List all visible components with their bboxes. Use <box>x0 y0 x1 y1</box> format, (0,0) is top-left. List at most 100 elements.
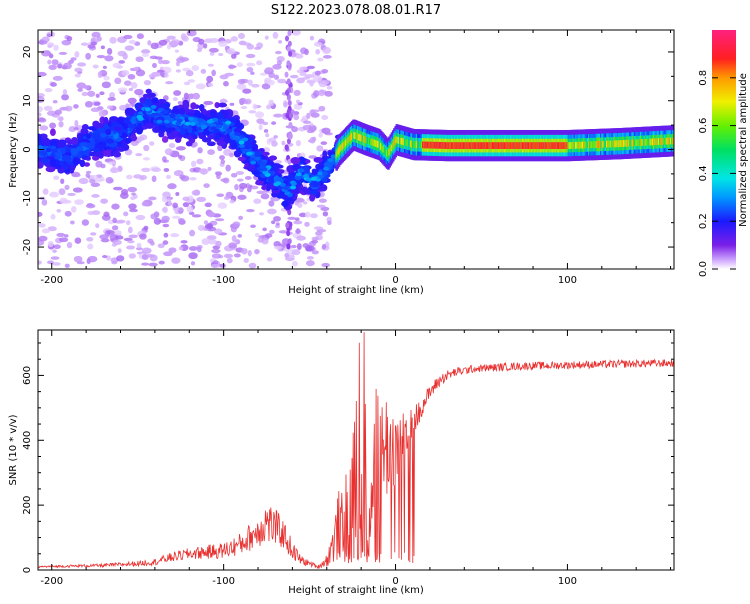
spectrogram-cell <box>321 68 329 74</box>
spectrogram-cell <box>141 201 149 207</box>
spectrogram-cell <box>96 127 106 133</box>
spectrogram-cell <box>221 109 229 116</box>
spectrogram-cell <box>256 118 265 125</box>
spectrogram-cell <box>242 137 249 142</box>
spectrogram-cell <box>168 143 176 149</box>
spectrogram-cell <box>68 59 74 64</box>
spectrogram-cell <box>112 186 123 191</box>
spectrogram-cell <box>284 35 289 42</box>
spectrogram-cell <box>117 219 126 224</box>
spectrogram-cell <box>231 235 237 243</box>
spectrogram-cell <box>284 71 289 78</box>
spectrogram-cell <box>190 261 196 266</box>
spectrogram-cell <box>51 59 59 65</box>
spectrogram-cell <box>197 113 206 120</box>
spectrogram-cell <box>81 219 90 226</box>
colorbar-tick-label: 0.8 <box>698 70 709 86</box>
spectrogram-cell <box>70 57 77 61</box>
spectrogram-cell <box>219 74 229 80</box>
spectrogram-cell <box>289 112 294 119</box>
colorbar-ticks: 0.0 0.2 0.4 0.6 0.8 <box>698 70 736 277</box>
spectrogram-cell <box>266 104 271 110</box>
spectrogram-ytick-label: 10 <box>22 94 33 107</box>
spectrogram-cell <box>151 167 162 173</box>
spectrogram-cell <box>311 250 319 255</box>
spectrogram-cell <box>182 124 189 129</box>
spectrogram-cell <box>77 62 87 67</box>
spectrogram-cell <box>274 176 281 181</box>
spectrogram-cell <box>189 177 197 181</box>
spectrogram-cell <box>287 238 292 245</box>
spectrogram-cell <box>287 99 292 106</box>
spectrogram-cell <box>317 171 324 176</box>
snr-xtick-label: 0 <box>392 576 398 587</box>
spectrogram-cell <box>127 240 135 244</box>
spectrogram-cell <box>188 252 198 260</box>
spectrogram-cell <box>247 79 253 86</box>
spectrogram-cell <box>309 194 316 202</box>
spectrogram-cell <box>302 201 308 205</box>
spectrogram-cell <box>135 136 145 142</box>
spectrogram-cell <box>297 202 303 208</box>
spectrogram-cell <box>41 50 52 57</box>
spectrogram-cell <box>230 173 238 178</box>
spectrogram-cell <box>254 156 261 161</box>
spectrogram-cell <box>262 121 269 126</box>
spectrogram-cell <box>78 177 89 185</box>
spectrogram-cell <box>102 254 108 259</box>
spectrogram-cell <box>251 170 261 176</box>
spectrogram-cell <box>85 170 92 174</box>
spectrogram-cell <box>296 235 306 241</box>
spectrogram-cell <box>236 83 247 90</box>
snr-xtick-label: 100 <box>558 576 577 587</box>
spectrogram-cell <box>269 229 275 234</box>
spectrogram-cell <box>144 98 152 107</box>
spectrogram-cell <box>243 145 252 150</box>
spectrogram-cell <box>73 127 79 131</box>
spectrogram-cell <box>124 137 132 144</box>
spectrogram-cell <box>218 52 224 57</box>
spectrogram-cell <box>258 124 263 131</box>
spectrogram-cell <box>38 105 43 113</box>
snr-ytick-label: 200 <box>22 496 33 515</box>
spectrogram-cell <box>306 256 314 260</box>
spectrogram-ytick-label: 20 <box>22 46 33 59</box>
colorbar-label: Normalized spectral amplitude <box>738 73 749 227</box>
spectrogram-cell <box>274 164 284 169</box>
spectrogram-cell <box>47 226 57 232</box>
spectrogram-cell <box>272 64 282 70</box>
spectrogram-cell <box>320 141 328 146</box>
spectrogram-cell <box>311 236 319 241</box>
spectrogram-cell <box>189 121 196 126</box>
spectrogram-cell <box>158 39 168 46</box>
spectrogram-cell <box>135 56 144 63</box>
spectrogram-cell <box>262 170 269 175</box>
spectrogram-cell <box>286 108 291 115</box>
spectrogram-cell <box>176 118 183 123</box>
spectrogram-cell <box>229 102 235 106</box>
spectrogram-xtick-label: 0 <box>392 275 398 286</box>
spectrogram-cell <box>262 227 267 232</box>
spectrogram-cell <box>74 67 83 73</box>
spectrogram-cell <box>58 51 68 55</box>
spectrogram-cell <box>281 140 286 146</box>
spectrogram-cell <box>304 48 309 56</box>
spectrogram-cell <box>38 235 48 242</box>
spectrogram-cell <box>252 103 258 110</box>
spectrogram-cell <box>52 100 58 104</box>
spectrogram-cell <box>174 49 180 53</box>
spectrogram-cell <box>109 116 119 122</box>
spectrogram-cell <box>240 106 248 110</box>
spectrogram-cell <box>173 90 182 96</box>
spectrogram-cell <box>175 69 181 73</box>
spectrogram-cell <box>281 194 288 200</box>
spectrogram-cell <box>180 33 187 41</box>
spectrogram-cell <box>306 129 315 134</box>
spectrogram-cell <box>65 105 73 112</box>
spectrogram-cell <box>87 210 95 216</box>
spectrogram-cell <box>166 35 176 40</box>
spectrogram-cell <box>38 260 42 265</box>
spectrogram-cell <box>299 71 307 77</box>
spectrogram-cell <box>255 111 265 118</box>
